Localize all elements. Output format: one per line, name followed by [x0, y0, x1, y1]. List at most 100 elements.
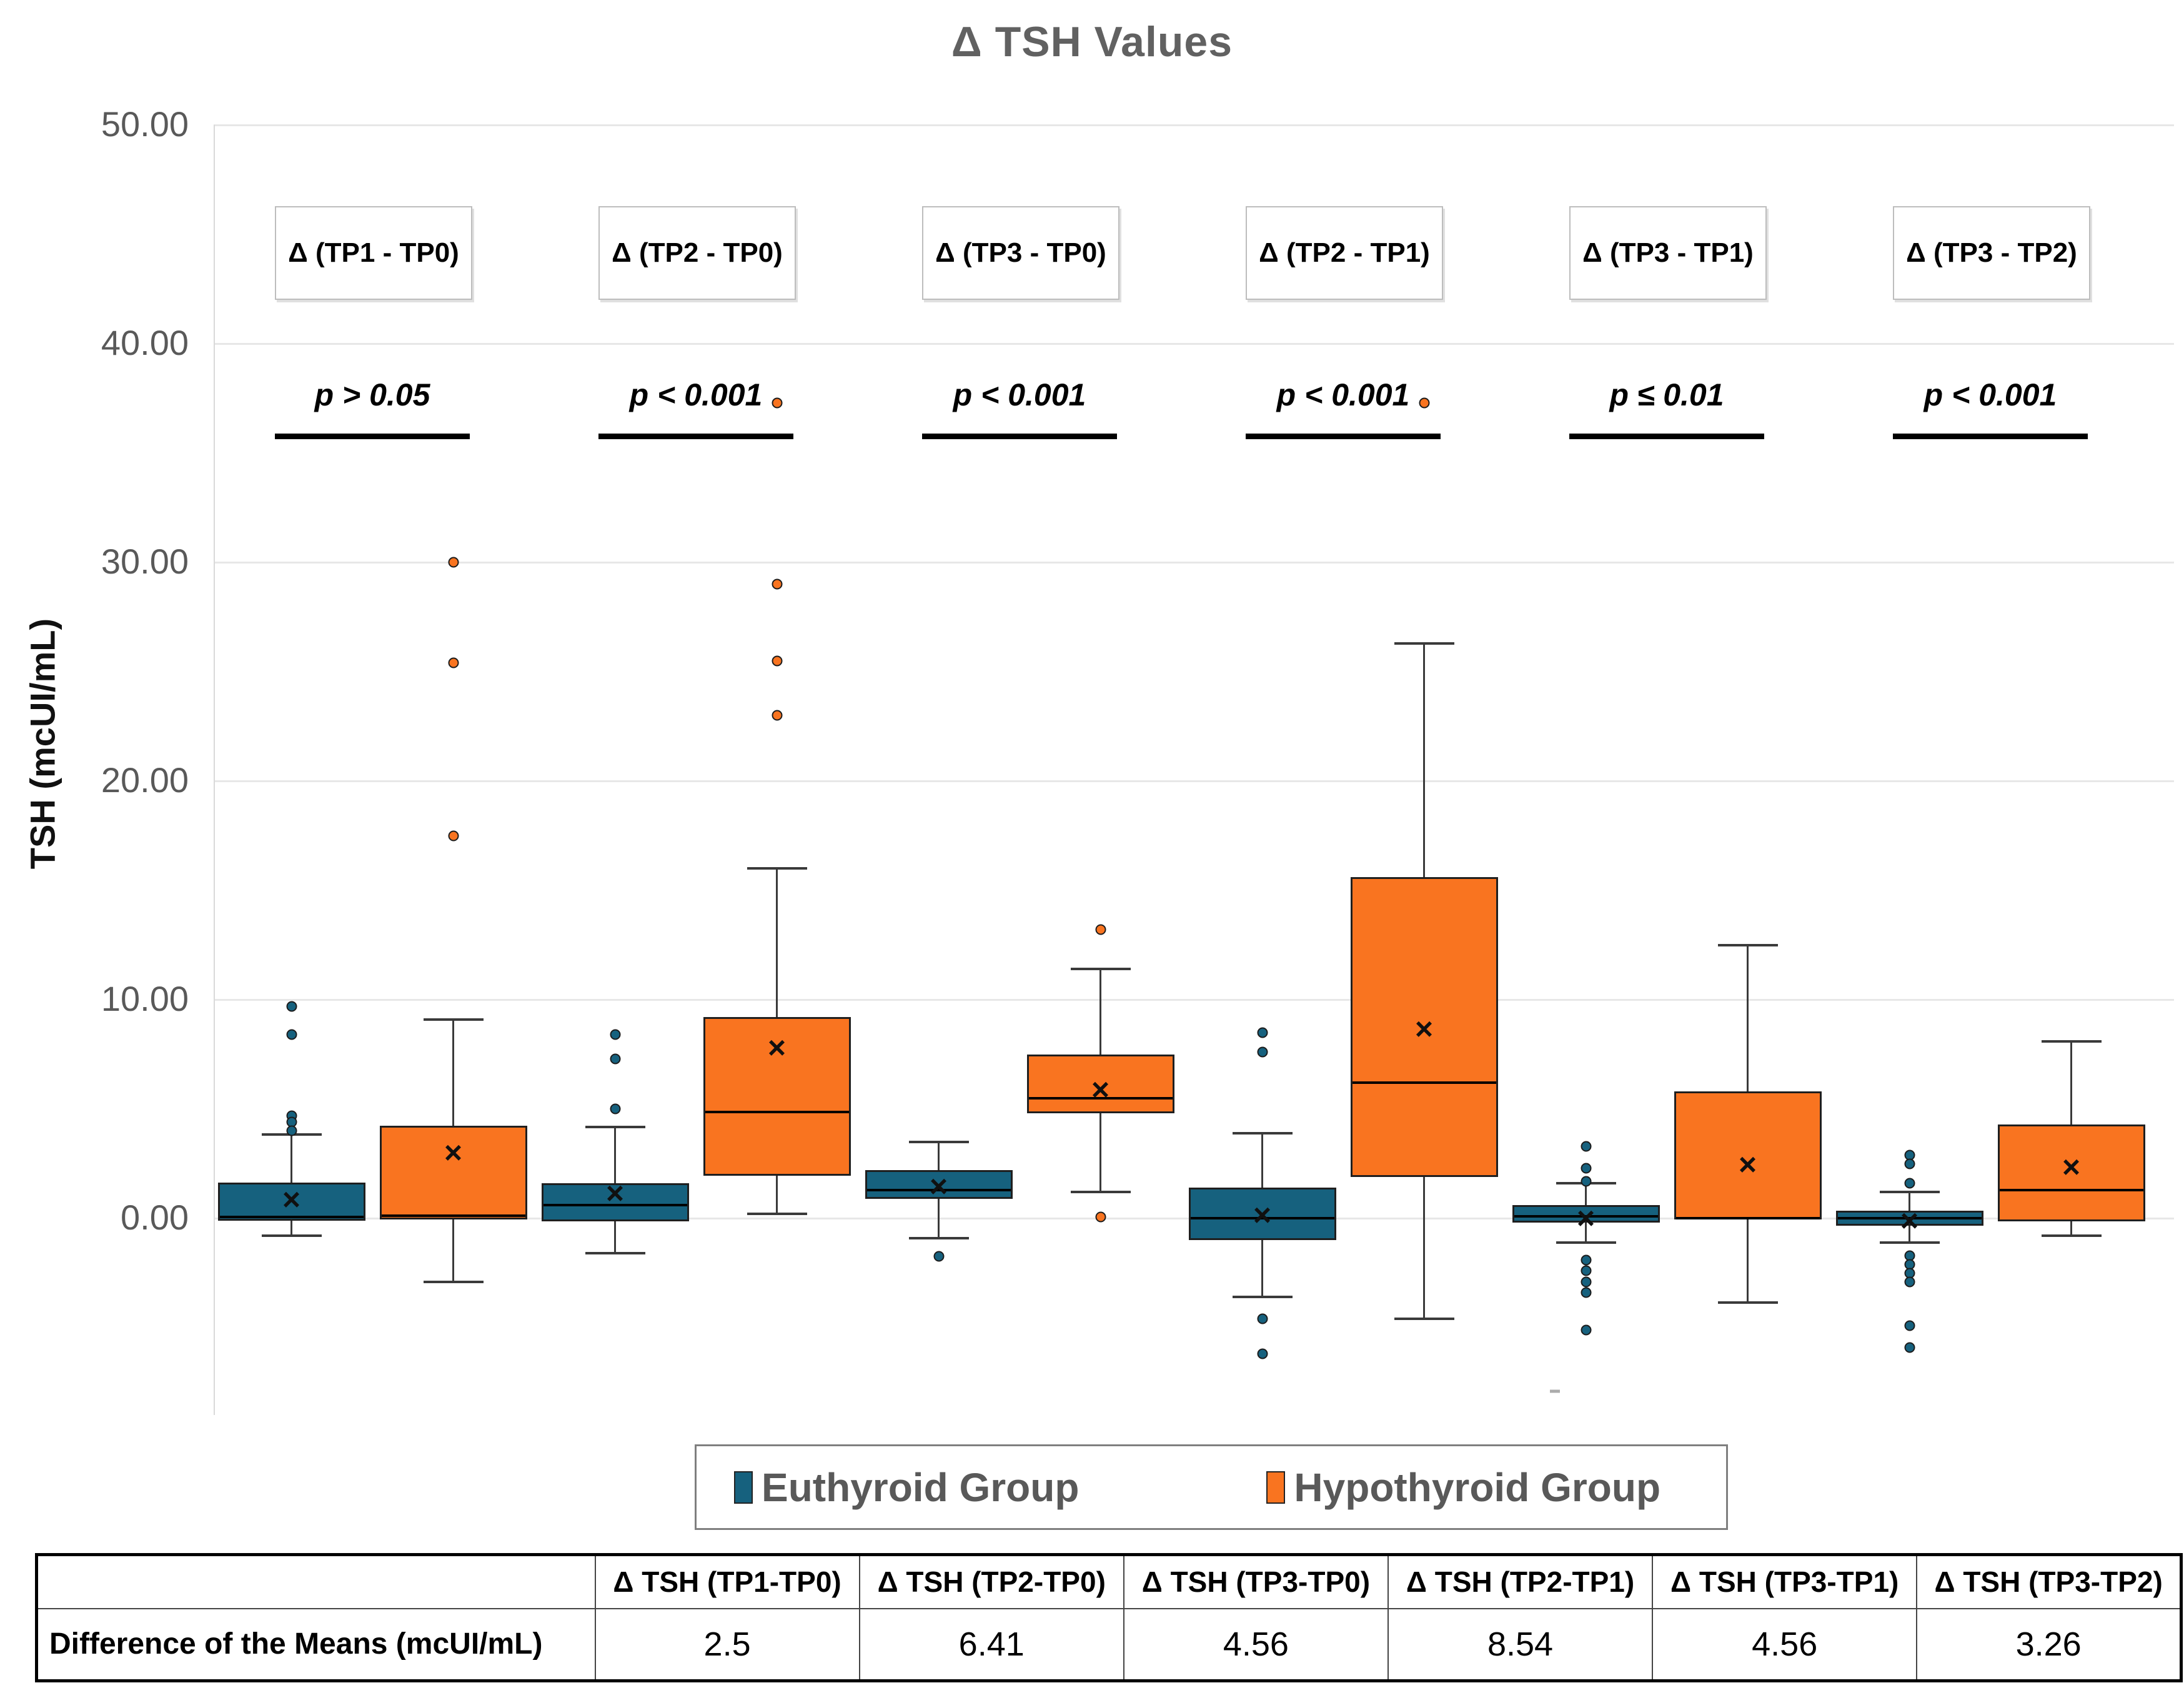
outlier-dot-euthyroid-group-5	[1581, 1176, 1591, 1186]
outlier-dot-hypothyroid-group-1	[448, 830, 459, 841]
group-label-box: Δ (TP2 - TP0)	[598, 206, 796, 300]
table-value-cell: 3.26	[1916, 1607, 2182, 1682]
p-value-label: p > 0.05	[314, 377, 430, 412]
whisker-cap-low-hypothyroid-group-2	[747, 1213, 807, 1215]
outlier-dot-euthyroid-group-4	[1257, 1348, 1268, 1359]
y-tick-label: 40.00	[101, 323, 189, 362]
whisker-cap-low-euthyroid-group-4	[1232, 1296, 1293, 1298]
box-euthyroid-group-3	[865, 1170, 1013, 1199]
outlier-dot-hypothyroid-group-1	[448, 657, 459, 668]
median-hypothyroid-group-1	[381, 1214, 525, 1217]
box-euthyroid-group-4	[1188, 1188, 1336, 1240]
outlier-dot-euthyroid-group-4	[1257, 1027, 1268, 1038]
outlier-dot-hypothyroid-group-1	[448, 557, 459, 568]
median-hypothyroid-group-4	[1352, 1081, 1496, 1084]
whisker-cap-high-euthyroid-group-2	[585, 1126, 645, 1129]
whisker-cap-low-hypothyroid-group-3	[1070, 1191, 1131, 1193]
y-tick-label: 10.00	[101, 979, 189, 1018]
whisker-cap-high-hypothyroid-group-4	[1394, 642, 1454, 645]
outlier-dot-hypothyroid-group-2	[772, 655, 782, 666]
chart-title: Δ TSH Values	[951, 18, 1233, 66]
y-axis-line	[214, 125, 215, 1415]
outlier-dot-euthyroid-group-4	[1257, 1046, 1268, 1058]
outlier-dot-euthyroid-group-6	[1904, 1158, 1915, 1169]
p-value-label: p < 0.001	[953, 377, 1086, 412]
outlier-dot-hypothyroid-group-3	[1095, 1211, 1106, 1223]
outlier-dot-euthyroid-group-2	[610, 1029, 620, 1040]
stray-dash-mark	[1549, 1389, 1560, 1393]
outlier-dot-euthyroid-group-1	[286, 1001, 297, 1011]
median-euthyroid-group-1	[219, 1216, 364, 1219]
box-hypothyroid-group-6	[1997, 1124, 2145, 1222]
group-label-box: Δ (TP3 - TP1)	[1569, 206, 1767, 300]
median-euthyroid-group-4	[1190, 1217, 1334, 1219]
table-header-cell: Δ TSH (TP1-TP0)	[594, 1554, 860, 1609]
whisker-cap-low-hypothyroid-group-5	[1717, 1301, 1778, 1304]
legend-label: Euthyroid Group	[762, 1464, 1080, 1510]
legend-item-euthyroid: Euthyroid Group	[734, 1464, 1079, 1511]
y-tick-label: 50.00	[101, 104, 189, 144]
median-hypothyroid-group-6	[1999, 1188, 2143, 1191]
table-header-cell: Δ TSH (TP3-TP0)	[1123, 1554, 1389, 1609]
outlier-dot-hypothyroid-group-2	[772, 710, 782, 721]
group-label-box: Δ (TP2 - TP1)	[1246, 206, 1443, 300]
p-value-underline	[922, 434, 1117, 439]
p-value-label: p < 0.001	[1276, 377, 1410, 412]
p-value-underline	[1893, 434, 2088, 439]
group-label-box: Δ (TP1 - TP0)	[275, 206, 472, 300]
outlier-dot-euthyroid-group-5	[1581, 1254, 1591, 1265]
outlier-dot-euthyroid-group-6	[1904, 1320, 1915, 1331]
y-tick-label: 0.00	[121, 1198, 189, 1237]
outlier-dot-euthyroid-group-1	[286, 1029, 297, 1040]
whisker-cap-low-euthyroid-group-3	[908, 1236, 969, 1239]
outlier-dot-euthyroid-group-1	[286, 1125, 297, 1136]
whisker-cap-low-euthyroid-group-2	[585, 1252, 645, 1254]
whisker-cap-high-hypothyroid-group-5	[1717, 943, 1778, 946]
median-euthyroid-group-2	[543, 1204, 687, 1206]
y-gridline	[214, 343, 2174, 345]
whisker-cap-low-hypothyroid-group-6	[2041, 1234, 2102, 1237]
table-header-cell: Δ TSH (TP2-TP0)	[858, 1554, 1124, 1609]
outlier-dot-euthyroid-group-2	[610, 1053, 620, 1064]
legend-item-hypothyroid: Hypothyroid Group	[1266, 1464, 1660, 1511]
box-hypothyroid-group-3	[1026, 1054, 1174, 1113]
box-hypothyroid-group-1	[379, 1126, 527, 1219]
p-value-underline	[1246, 434, 1441, 439]
whisker-cap-low-euthyroid-group-1	[261, 1234, 322, 1237]
table-header-cell: Δ TSH (TP3-TP2)	[1916, 1554, 2182, 1609]
y-gridline	[214, 999, 2174, 1001]
outlier-dot-hypothyroid-group-2	[772, 578, 782, 590]
whisker-cap-high-euthyroid-group-4	[1232, 1131, 1293, 1134]
p-value-label: p < 0.001	[1923, 377, 2057, 412]
box-euthyroid-group-2	[541, 1183, 689, 1222]
y-gridline	[214, 562, 2174, 564]
p-value-label: p ≤ 0.01	[1609, 377, 1724, 412]
difference-of-means-table: Δ TSH (TP1-TP0) Δ TSH (TP2-TP0) Δ TSH (TP3…	[35, 1553, 2183, 1682]
outlier-dot-euthyroid-group-5	[1581, 1324, 1591, 1335]
outlier-dot-euthyroid-group-5	[1581, 1163, 1591, 1173]
whisker-cap-high-hypothyroid-group-2	[747, 867, 807, 870]
outlier-dot-euthyroid-group-5	[1581, 1141, 1591, 1151]
box-hypothyroid-group-5	[1674, 1091, 1822, 1219]
whisker-cap-high-euthyroid-group-3	[908, 1140, 969, 1143]
y-gridline	[214, 780, 2174, 782]
median-hypothyroid-group-2	[705, 1111, 849, 1114]
outlier-dot-euthyroid-group-5	[1581, 1287, 1591, 1298]
box-hypothyroid-group-2	[703, 1017, 851, 1176]
median-euthyroid-group-5	[1514, 1214, 1658, 1218]
legend-label: Hypothyroid Group	[1294, 1464, 1661, 1510]
p-value-label: p < 0.001	[629, 377, 763, 412]
whisker-cap-low-euthyroid-group-6	[1879, 1241, 1940, 1244]
median-euthyroid-group-6	[1837, 1217, 1982, 1219]
p-value-underline	[598, 434, 793, 439]
p-value-underline	[275, 434, 470, 439]
table-value-cell: 2.5	[594, 1607, 860, 1682]
median-euthyroid-group-3	[866, 1188, 1011, 1191]
outlier-dot-euthyroid-group-5	[1581, 1265, 1591, 1276]
outlier-dot-euthyroid-group-5	[1581, 1276, 1591, 1287]
outlier-dot-hypothyroid-group-4	[1419, 397, 1429, 408]
table-value-cell: 8.54	[1387, 1607, 1654, 1682]
hypothyroid-swatch-icon	[1266, 1471, 1286, 1504]
